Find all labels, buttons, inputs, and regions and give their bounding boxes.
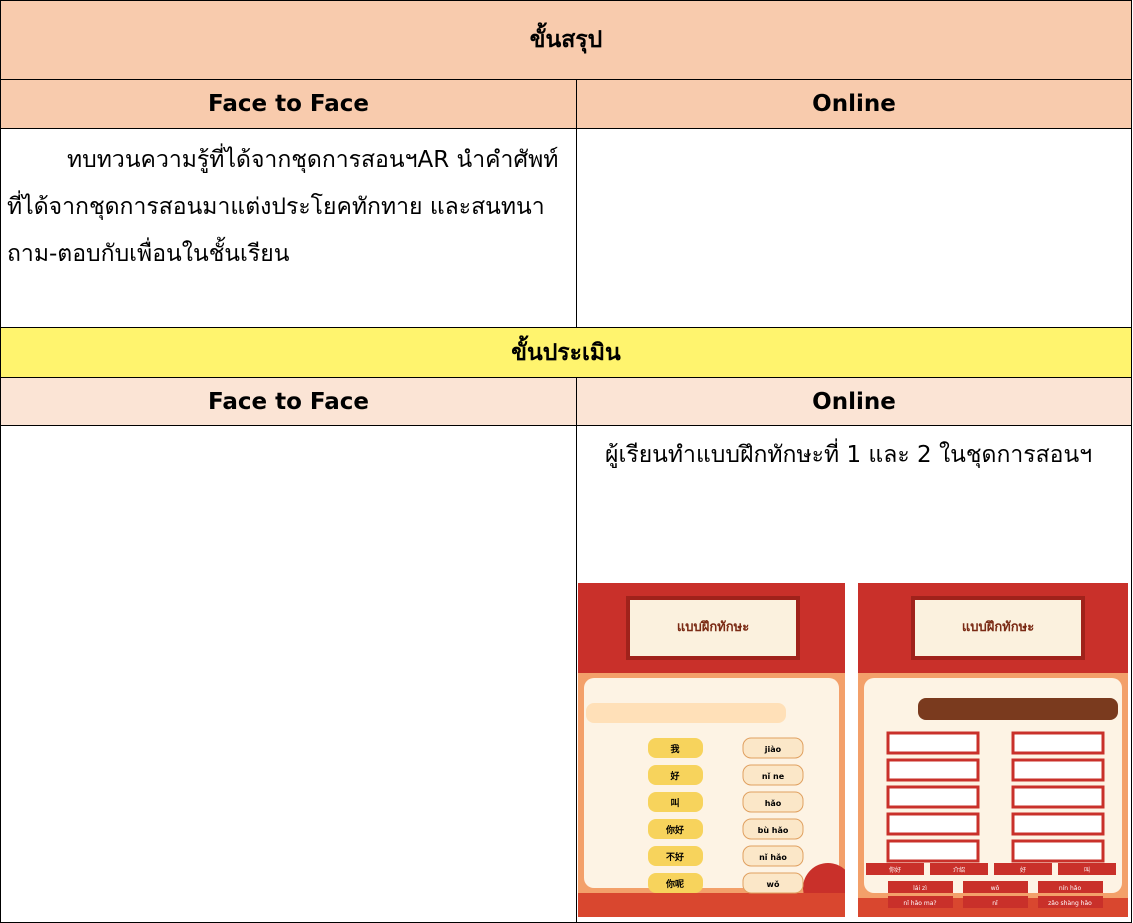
word: 好 bbox=[1020, 866, 1026, 874]
word: 你呢 bbox=[665, 878, 684, 890]
column-header: Online bbox=[576, 79, 1132, 129]
word: wǒ bbox=[991, 885, 1000, 892]
word-box bbox=[742, 791, 804, 813]
column-header: Face to Face bbox=[0, 79, 577, 129]
word: zǎo shàng hǎo bbox=[1048, 900, 1092, 907]
word: 叫 bbox=[1084, 866, 1090, 874]
word-box bbox=[994, 863, 1052, 875]
word: jiào bbox=[764, 745, 782, 754]
word: 叫 bbox=[670, 797, 679, 809]
word: 好 bbox=[669, 770, 679, 782]
word-box bbox=[866, 863, 924, 875]
word-box bbox=[742, 872, 804, 894]
section-title: ขั้นสรุป bbox=[0, 0, 1132, 80]
word-box bbox=[742, 818, 804, 840]
word-box bbox=[1038, 896, 1103, 908]
answer-box bbox=[886, 839, 980, 863]
answer-box bbox=[1011, 839, 1105, 863]
word: nǐ ne bbox=[762, 772, 785, 781]
word-box bbox=[648, 765, 703, 785]
word: nǐ hǎo bbox=[759, 853, 787, 862]
word-box bbox=[888, 881, 953, 893]
answer-box bbox=[1011, 812, 1105, 836]
word: hǎo bbox=[765, 799, 782, 808]
cell-text: ผู้เรียนทำแบบฝึกทักษะที่ 1 และ 2 ในชุดกา… bbox=[605, 442, 1093, 468]
empty-cell bbox=[0, 425, 577, 923]
word: lái zì bbox=[913, 885, 927, 892]
word-box bbox=[648, 738, 703, 758]
word-box bbox=[1038, 881, 1103, 893]
word: 你好 bbox=[889, 866, 901, 874]
word-box bbox=[888, 896, 953, 908]
word-box bbox=[930, 863, 988, 875]
word-box bbox=[648, 819, 703, 839]
worksheet-title: แบบฝึกทักษะ bbox=[962, 619, 1034, 635]
column-header: Face to Face bbox=[0, 377, 577, 426]
answer-box bbox=[886, 731, 980, 755]
worksheet-image: แบบฝึกทักษะ 你好 介绍 好 叫 lái zì wǒ nín hǎo nǐ hǎo m… bbox=[858, 583, 1128, 917]
word: 不好 bbox=[666, 851, 684, 863]
word-box bbox=[742, 764, 804, 786]
word-box bbox=[648, 873, 703, 893]
word: 介绍 bbox=[953, 866, 965, 874]
word: 你好 bbox=[665, 824, 684, 836]
word: nǐ hǎo ma? bbox=[903, 900, 936, 907]
word-box bbox=[742, 845, 804, 867]
word-box bbox=[963, 896, 1028, 908]
cell-text: ทบทวนความรู้ที่ได้จากชุดการสอนฯAR นำคำศั… bbox=[0, 128, 577, 328]
answer-box bbox=[886, 758, 980, 782]
word-box bbox=[1058, 863, 1116, 875]
answer-box bbox=[1011, 758, 1105, 782]
answer-box bbox=[886, 785, 980, 809]
answer-box bbox=[1011, 785, 1105, 809]
empty-cell bbox=[576, 128, 1132, 328]
word: nín hǎo bbox=[1059, 885, 1082, 892]
answer-box bbox=[1011, 731, 1105, 755]
word-box bbox=[648, 792, 703, 812]
word: nǐ bbox=[992, 900, 998, 907]
word: wǒ bbox=[767, 879, 780, 889]
answer-box bbox=[886, 812, 980, 836]
section-title: ขั้นประเมิน bbox=[0, 327, 1132, 378]
word: 我 bbox=[670, 743, 679, 755]
column-header: Online bbox=[576, 377, 1132, 426]
word-box bbox=[742, 737, 804, 759]
word-box bbox=[963, 881, 1028, 893]
word-box bbox=[648, 846, 703, 866]
word: bù hǎo bbox=[758, 826, 789, 835]
worksheet-title: แบบฝึกทักษะ bbox=[677, 619, 749, 635]
